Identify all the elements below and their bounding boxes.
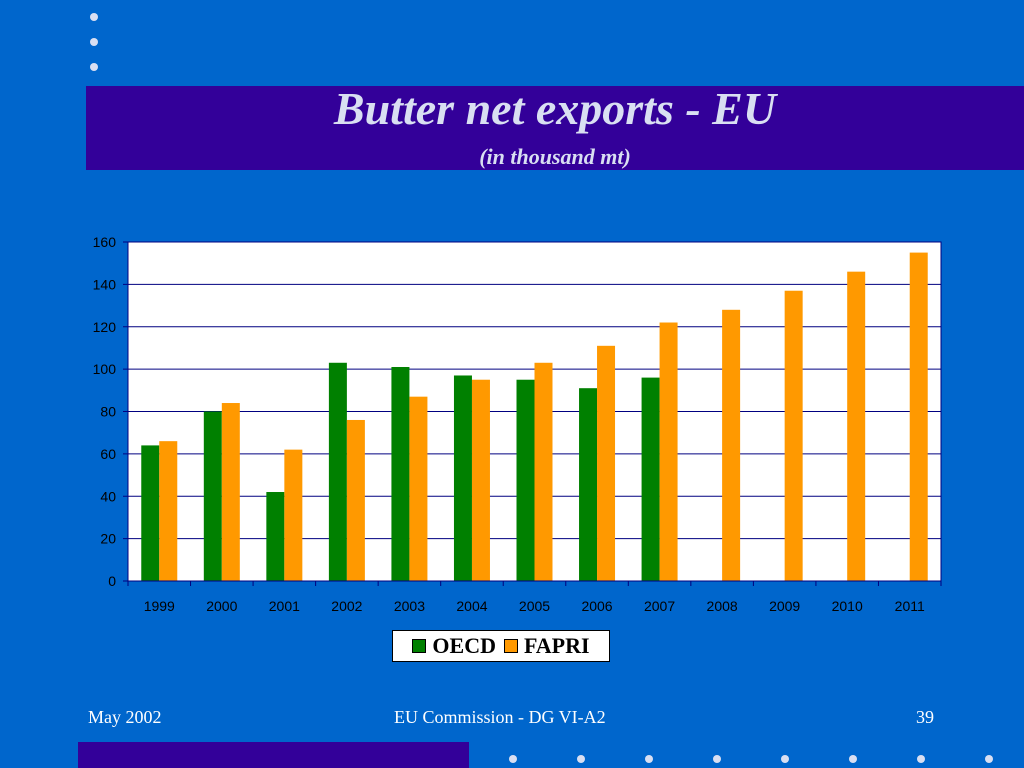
chart-legend: OECD FAPRI bbox=[392, 630, 610, 662]
bar-oecd-2001 bbox=[266, 492, 285, 581]
bar-fapri-2002 bbox=[346, 419, 365, 581]
slide-subtitle: (in thousand mt) bbox=[479, 144, 631, 169]
x-tick-label: 2002 bbox=[331, 598, 362, 614]
slide-title: Butter net exports - EU bbox=[333, 83, 777, 134]
x-tick-label: 2011 bbox=[895, 598, 925, 614]
bar-fapri-2003 bbox=[409, 396, 428, 581]
bar-fapri-2010 bbox=[847, 271, 866, 581]
bar-oecd-2004 bbox=[453, 375, 472, 581]
bar-oecd-2000 bbox=[203, 411, 222, 581]
bar-oecd-2002 bbox=[328, 362, 347, 581]
legend-swatch-fapri bbox=[503, 639, 518, 653]
bar-oecd-2003 bbox=[391, 367, 410, 581]
y-tick-label: 120 bbox=[93, 319, 117, 335]
bar-oecd-2005 bbox=[516, 379, 535, 581]
x-tick-label: 2008 bbox=[707, 598, 738, 614]
decor-dot bbox=[90, 13, 98, 21]
y-tick-label: 20 bbox=[100, 531, 116, 547]
decor-dot bbox=[781, 755, 789, 763]
x-tick-label: 2009 bbox=[769, 598, 800, 614]
bar-fapri-2009 bbox=[784, 290, 803, 581]
plot-frame bbox=[127, 241, 942, 582]
x-tick-label: 2010 bbox=[832, 598, 863, 614]
bar-fapri-2000 bbox=[221, 403, 240, 581]
decor-dot bbox=[577, 755, 585, 763]
bar-fapri-2004 bbox=[471, 379, 490, 581]
x-tick-label: 2006 bbox=[581, 598, 612, 614]
bottom-band bbox=[78, 742, 469, 768]
decor-dot bbox=[90, 38, 98, 46]
footer-organization: EU Commission - DG VI-A2 bbox=[394, 707, 606, 727]
y-tick-label: 60 bbox=[100, 446, 116, 462]
bar-fapri-2007 bbox=[659, 322, 678, 581]
footer-date: May 2002 bbox=[88, 707, 162, 727]
decor-dot bbox=[849, 755, 857, 763]
bar-oecd-2007 bbox=[641, 377, 660, 581]
x-tick-label: 2001 bbox=[269, 598, 300, 614]
y-tick-label: 0 bbox=[108, 573, 116, 589]
x-tick-label: 2004 bbox=[456, 598, 487, 614]
bar-oecd-1999 bbox=[141, 445, 160, 581]
x-tick-label: 2000 bbox=[206, 598, 237, 614]
bar-fapri-2005 bbox=[534, 362, 553, 581]
footer-page-number: 39 bbox=[916, 707, 934, 727]
decor-dot bbox=[90, 63, 98, 71]
y-tick-label: 100 bbox=[93, 361, 117, 377]
title-band bbox=[86, 86, 1024, 170]
y-tick-label: 80 bbox=[100, 404, 116, 420]
bar-fapri-2011 bbox=[909, 252, 928, 581]
x-tick-label: 2003 bbox=[394, 598, 425, 614]
bar-fapri-2006 bbox=[597, 345, 616, 581]
y-tick-label: 160 bbox=[93, 234, 117, 250]
x-tick-label: 2005 bbox=[519, 598, 550, 614]
legend-swatch-oecd bbox=[412, 639, 427, 653]
x-tick-label: 1999 bbox=[144, 598, 175, 614]
legend-item-fapri: FAPRI bbox=[503, 633, 590, 659]
decor-dot bbox=[509, 755, 517, 763]
decor-dot bbox=[985, 755, 993, 763]
y-tick-label: 40 bbox=[100, 488, 116, 504]
bar-fapri-2001 bbox=[284, 449, 303, 581]
y-tick-label: 140 bbox=[93, 276, 117, 292]
decor-dot bbox=[713, 755, 721, 763]
legend-label-oecd: OECD bbox=[432, 633, 496, 658]
bar-oecd-2006 bbox=[579, 388, 598, 581]
decor-dot bbox=[645, 755, 653, 763]
decor-dot bbox=[917, 755, 925, 763]
bar-fapri-1999 bbox=[159, 441, 178, 581]
legend-item-oecd: OECD bbox=[412, 633, 496, 659]
x-tick-label: 2007 bbox=[644, 598, 675, 614]
legend-label-fapri: FAPRI bbox=[523, 633, 590, 658]
bar-fapri-2008 bbox=[722, 309, 741, 581]
